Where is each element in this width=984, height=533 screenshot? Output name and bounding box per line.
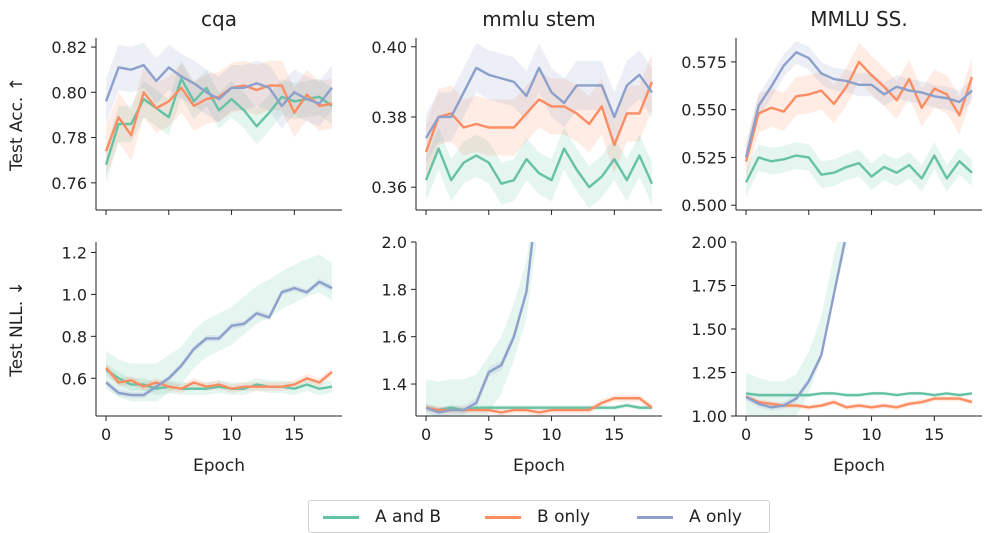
panel-1-title: cqa [201, 7, 237, 31]
panel-6-xtick-label: 15 [924, 425, 944, 444]
panel-4-xtick-label: 0 [101, 425, 111, 444]
panel-3-ytick-label: 0.550 [681, 101, 727, 120]
panel-1-band-a-and-b [106, 60, 332, 183]
row-1-ylabel: Test Acc. ↑ [7, 77, 27, 172]
panel-5-ytick-label: 1.6 [382, 328, 407, 347]
panel-3-line-a-only [744, 51, 973, 158]
panel-6-plot-area [745, 242, 973, 416]
panel-3-title: MMLU SS. [810, 7, 907, 31]
panel-4-line-b-only [105, 367, 333, 390]
panel-5-line-a-only [425, 242, 534, 414]
panel-5-plot-area [425, 242, 653, 416]
panel-1: 0.76 0.78 0.80 0.82 cqa [51, 7, 342, 215]
legend-label-a-only: A only [689, 507, 742, 527]
panel-1-line-a-only [104, 63, 333, 108]
panel-3-band-b-only [746, 42, 972, 181]
panel-2-ytick-label: 0.36 [371, 178, 407, 197]
panel-6-ytick-label: 1.25 [691, 364, 727, 383]
panel-4-ytick-label: 1.0 [62, 285, 87, 304]
panel-3-line-b-only [744, 60, 974, 162]
panel-2-ytick-label: 0.40 [371, 38, 407, 57]
panel-6-ytick-label: 1.00 [691, 407, 727, 426]
panel-2-ytick-label: 0.38 [371, 108, 407, 127]
panel-5-xtick-label: 15 [604, 425, 624, 444]
panel-6-xtick-label: 0 [741, 425, 751, 444]
panel-1-ytick-label: 0.82 [51, 38, 87, 57]
panel-6-ytick-label: 2.00 [691, 233, 727, 252]
panel-2-band-a-and-b [426, 127, 652, 209]
panel-4-xtick-label: 10 [221, 425, 241, 444]
panel-6-line-a-only [745, 242, 846, 409]
panel-6-ytick-label: 1.75 [691, 277, 727, 296]
panel-6: 1.00 1.25 1.50 1.75 2.00 0 5 10 15 Epoch [691, 233, 982, 476]
legend-swatch-a-only [637, 516, 673, 519]
panel-1-band-a-only [106, 42, 332, 129]
legend-swatch-a-and-b [323, 516, 359, 519]
panel-5-xtick-label: 0 [421, 425, 431, 444]
panel-4-band-a-and-b-wide [106, 254, 332, 402]
panel-5: 1.4 1.6 1.8 2.0 0 5 10 15 Epoch [382, 233, 662, 476]
panel-4-xtick-label: 15 [284, 425, 304, 444]
panel-4-ytick-label: 1.2 [62, 243, 87, 262]
legend-label-a-and-b: A and B [375, 507, 442, 527]
panel-1-line-b-only [104, 84, 333, 152]
panel-4-line-a-only [105, 280, 333, 397]
panel-6-ytick-label: 1.50 [691, 320, 727, 339]
panel-2-band-b-only [426, 53, 652, 181]
panel-1-ytick-label: 0.80 [51, 83, 87, 102]
panel-2-plot-area [424, 43, 654, 209]
panel-3-band-a-only [746, 40, 972, 169]
panel-5-xtick-label: 5 [484, 425, 494, 444]
panel-2-band-a-only [426, 43, 652, 163]
panel-5-ytick-label: 1.4 [382, 375, 407, 394]
panel-4-xlabel: Epoch [193, 456, 245, 476]
legend: A and B B only A only [308, 500, 770, 533]
panel-3-plot-area [744, 40, 974, 196]
panel-5-xtick-label: 10 [541, 425, 561, 444]
panel-3-band-a-and-b [746, 142, 972, 196]
panel-4-ytick-label: 0.6 [62, 369, 87, 388]
panel-3: 0.500 0.525 0.550 0.575 MMLU SS. [681, 7, 982, 215]
panel-2-title: mmlu stem [482, 7, 596, 31]
panel-1-line-a-and-b [104, 77, 333, 166]
panel-5-ytick-label: 1.8 [382, 280, 407, 299]
panel-3-ytick-label: 0.525 [681, 148, 727, 167]
panel-5-ytick-label: 2.0 [382, 233, 407, 252]
panel-1-band-b-only [106, 60, 332, 177]
panel-4: 0.6 0.8 1.0 1.2 0 5 10 15 Epoch [62, 242, 342, 476]
panel-3-ytick-label: 0.575 [681, 53, 727, 72]
panel-6-xtick-label: 10 [861, 425, 881, 444]
panel-5-band-a-and-b-wide [426, 242, 537, 416]
panel-1-plot-area [104, 42, 333, 183]
legend-label-b-only: B only [537, 507, 591, 527]
panel-2-line-a-only [425, 66, 653, 139]
panel-6-xtick-label: 5 [804, 425, 814, 444]
panel-3-line-a-and-b [744, 154, 973, 183]
panel-2-line-a-and-b [424, 147, 654, 189]
legend-swatch-b-only [485, 516, 521, 519]
panel-6-line-a-and-b [745, 392, 973, 397]
panel-1-ytick-label: 0.76 [51, 174, 87, 193]
panel-1-ytick-label: 0.78 [51, 129, 87, 148]
panel-4-line-a-and-b [105, 368, 333, 390]
row-2-ylabel: Test NLL. ↓ [7, 281, 27, 378]
panel-4-xtick-label: 5 [164, 425, 174, 444]
panel-4-plot-area [105, 254, 333, 402]
panel-2: 0.36 0.38 0.40 mmlu stem [371, 7, 662, 215]
panel-3-ytick-label: 0.500 [681, 196, 727, 215]
panel-6-xlabel: Epoch [833, 456, 885, 476]
panel-4-ytick-label: 0.8 [62, 327, 87, 346]
panel-2-line-b-only [424, 81, 654, 153]
panel-5-xlabel: Epoch [513, 456, 565, 476]
